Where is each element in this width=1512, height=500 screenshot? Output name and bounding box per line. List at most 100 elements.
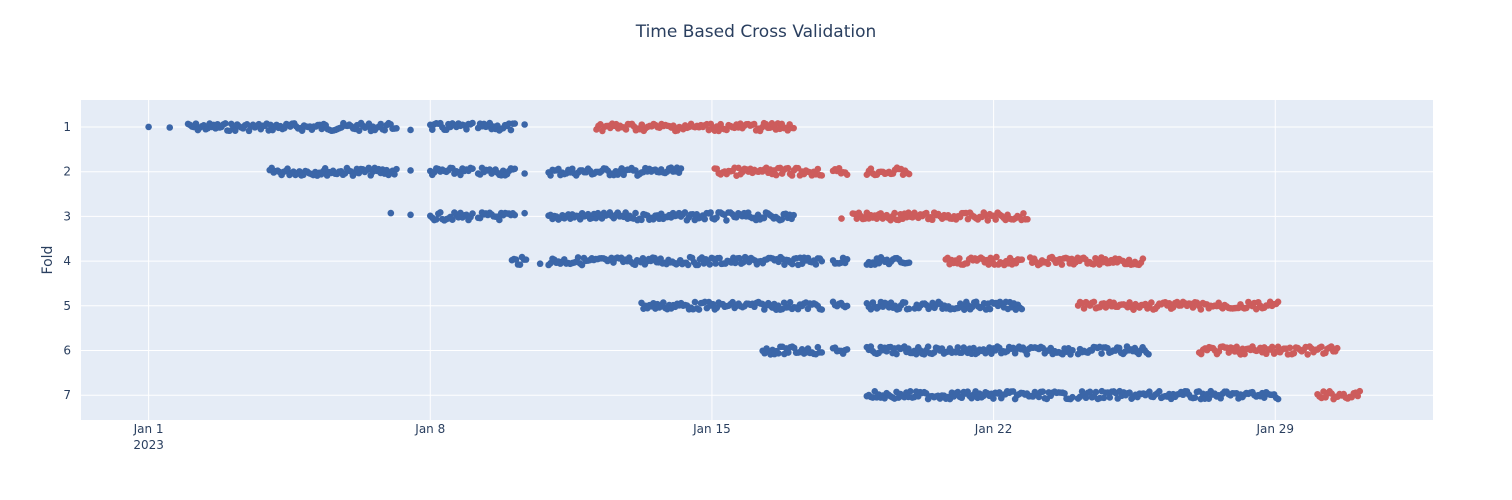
- test-point: [750, 120, 758, 128]
- test-point: [735, 164, 742, 172]
- test-point: [1356, 387, 1364, 395]
- test-point: [835, 164, 843, 172]
- train-point: [786, 298, 794, 306]
- test-point: [993, 253, 1000, 261]
- test-point: [843, 171, 851, 178]
- train-point: [391, 171, 398, 178]
- y-tick-label: 6: [63, 344, 71, 358]
- train-point: [496, 216, 503, 224]
- x-tick-label: Jan 8: [414, 422, 445, 436]
- train-point: [284, 165, 291, 172]
- x-tick-label: Jan 29: [1255, 422, 1294, 436]
- test-point: [1139, 255, 1147, 262]
- y-axis-title: Fold: [40, 246, 56, 275]
- train-point: [547, 172, 554, 179]
- train-point: [775, 350, 782, 357]
- test-point: [984, 217, 992, 224]
- train-point: [377, 120, 385, 128]
- test-point: [1225, 349, 1233, 356]
- train-point: [1082, 394, 1090, 402]
- test-point: [1018, 256, 1026, 263]
- train-point: [1100, 394, 1108, 402]
- train-point: [790, 211, 797, 219]
- train-point: [407, 167, 414, 174]
- train-point: [735, 254, 743, 262]
- train-point: [1086, 388, 1094, 396]
- train-point: [778, 216, 786, 223]
- train-point: [677, 165, 685, 172]
- train-point: [694, 261, 702, 269]
- train-point: [712, 260, 719, 267]
- train-point: [1018, 305, 1026, 313]
- train-point: [924, 343, 932, 350]
- train-point: [960, 306, 968, 314]
- train-point: [469, 119, 476, 127]
- y-tick-label: 3: [63, 209, 71, 223]
- test-point: [1274, 298, 1282, 306]
- test-point: [1241, 350, 1248, 358]
- train-point: [511, 211, 519, 219]
- train-point: [507, 126, 515, 134]
- train-point: [1061, 390, 1068, 397]
- train-point: [449, 216, 456, 224]
- test-point: [1080, 305, 1088, 312]
- test-point: [1268, 343, 1276, 351]
- test-point: [790, 124, 797, 132]
- train-point: [1023, 350, 1031, 358]
- train-point: [701, 215, 708, 223]
- train-point: [905, 259, 913, 266]
- train-point: [393, 165, 400, 173]
- train-point: [407, 211, 414, 219]
- test-point: [928, 216, 936, 224]
- train-point: [166, 124, 174, 131]
- train-point: [893, 350, 900, 358]
- train-point: [723, 217, 730, 224]
- train-point: [521, 170, 528, 177]
- train-point: [393, 124, 400, 132]
- train-point: [784, 349, 792, 356]
- data-points: [145, 119, 1364, 403]
- test-point: [956, 255, 963, 262]
- test-point: [1304, 351, 1311, 358]
- train-point: [457, 171, 464, 179]
- train-point: [1069, 393, 1076, 401]
- test-point: [1333, 344, 1341, 352]
- train-point: [901, 299, 909, 306]
- test-point: [923, 209, 930, 217]
- train-point: [1155, 388, 1163, 395]
- train-point: [1191, 394, 1199, 401]
- train-point: [387, 209, 395, 217]
- test-point: [784, 164, 792, 172]
- test-point: [1318, 343, 1325, 351]
- test-point: [1233, 343, 1240, 351]
- train-point: [145, 123, 152, 131]
- train-point: [706, 261, 714, 268]
- x-tick-label: Jan 22: [974, 422, 1013, 436]
- train-point: [192, 120, 200, 127]
- train-point: [818, 257, 826, 265]
- train-point: [684, 261, 692, 269]
- test-point: [1020, 210, 1027, 217]
- train-point: [222, 120, 229, 127]
- test-point: [814, 165, 822, 173]
- test-point: [1189, 304, 1197, 311]
- x-axis-ticks: Jan 1 2023 Jan 8 Jan 15 Jan 22 Jan 29: [133, 422, 1294, 452]
- test-point: [1044, 260, 1052, 268]
- train-point: [1039, 388, 1047, 395]
- y-axis-ticks: 1 2 3 4 5 6 7: [63, 120, 71, 402]
- train-point: [986, 305, 994, 313]
- x-tick-sublabel: 2023: [133, 438, 164, 452]
- train-point: [818, 349, 826, 356]
- test-point: [670, 122, 677, 129]
- train-point: [1069, 346, 1076, 354]
- train-point: [843, 346, 851, 353]
- train-point: [1145, 350, 1152, 358]
- train-point: [804, 305, 812, 313]
- train-point: [638, 216, 645, 224]
- train-point: [713, 214, 720, 221]
- train-point: [521, 209, 528, 217]
- train-point: [511, 165, 519, 173]
- train-point: [226, 127, 233, 135]
- train-point: [516, 261, 524, 269]
